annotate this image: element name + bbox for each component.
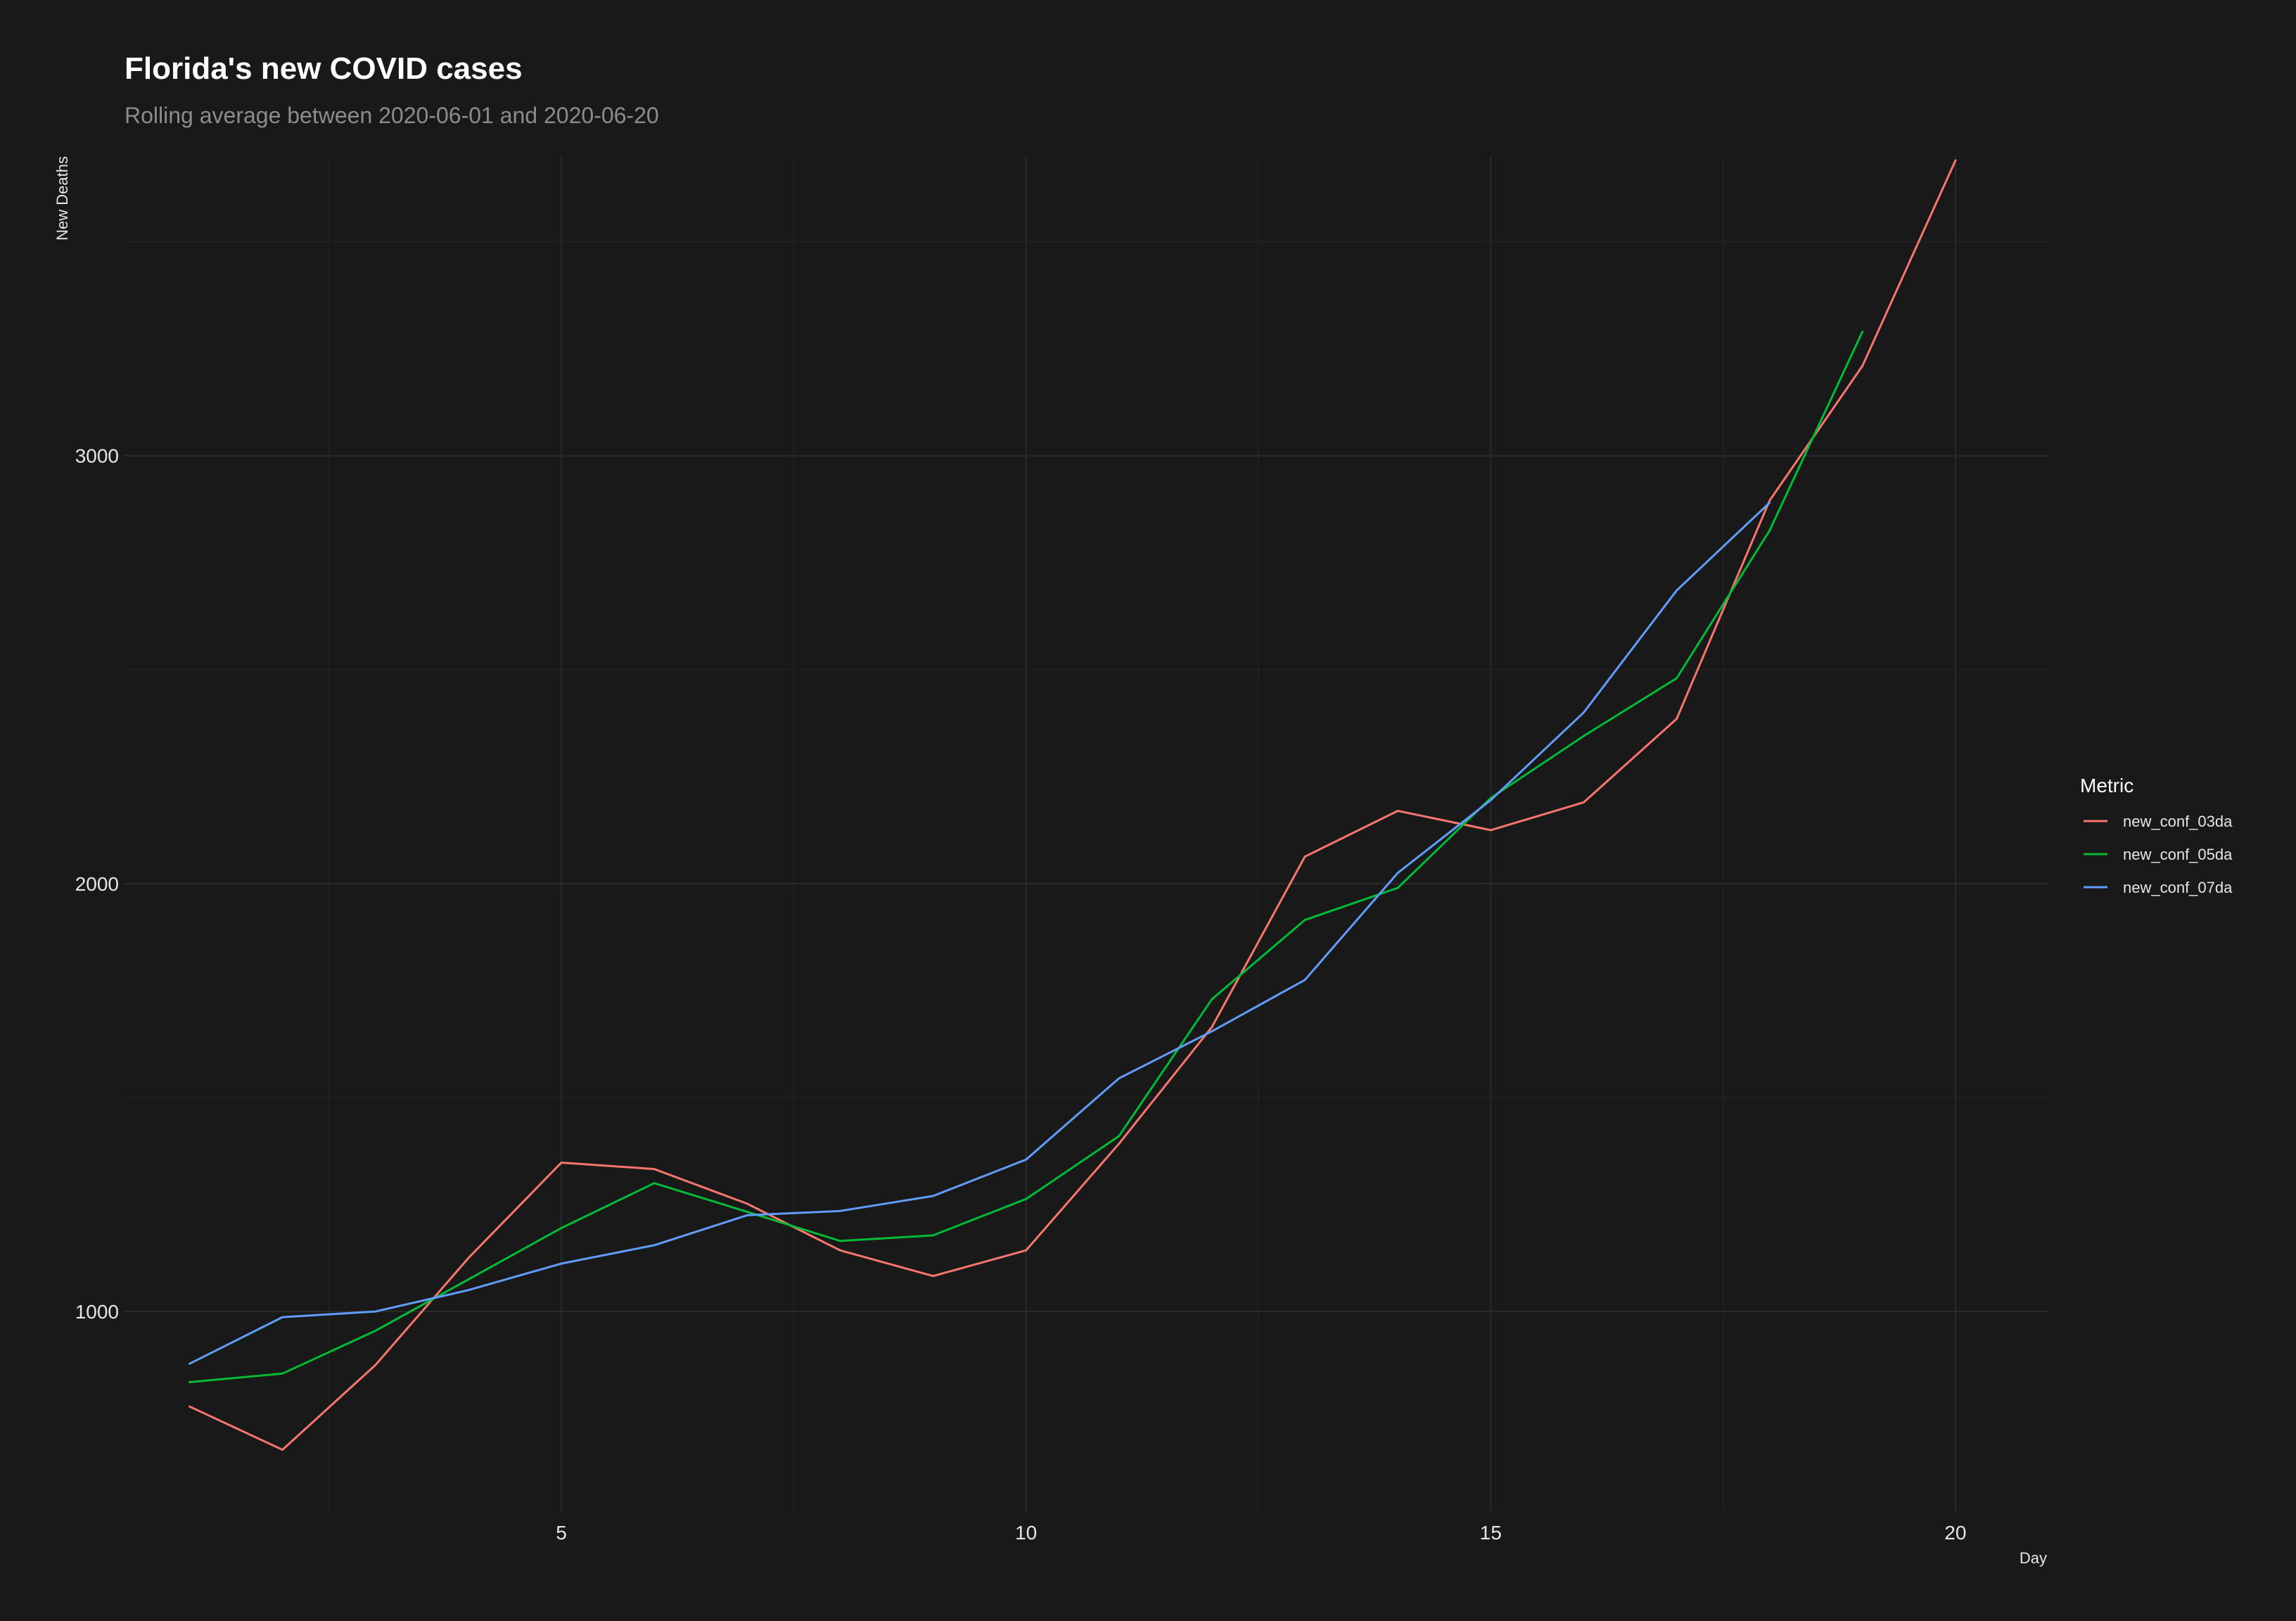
- legend-item: new_conf_07da: [2084, 879, 2233, 896]
- x-axis-title: Day: [2020, 1549, 2047, 1567]
- grid: [125, 156, 2048, 1513]
- series-line-new-conf-03da: [189, 159, 1957, 1451]
- y-tick-label: 3000: [75, 445, 119, 467]
- series-line-new-conf-05da: [189, 330, 1864, 1383]
- legend-label: new_conf_03da: [2123, 813, 2233, 830]
- legend-items: new_conf_03da new_conf_05da new_conf_07da: [2084, 813, 2233, 896]
- legend-label: new_conf_05da: [2123, 846, 2233, 863]
- x-tick-label: 20: [1944, 1522, 1966, 1544]
- y-axis-title: New Deaths: [53, 156, 71, 241]
- x-axis-ticks: 5 10 15 20: [556, 1522, 1966, 1544]
- series-line-new-conf-07da: [189, 502, 1771, 1365]
- y-tick-label: 1000: [75, 1301, 119, 1323]
- y-axis-ticks: 1000 2000 3000: [75, 445, 119, 1323]
- chart-subtitle: Rolling average between 2020-06-01 and 2…: [125, 103, 659, 128]
- x-tick-label: 10: [1015, 1522, 1037, 1544]
- legend-item: new_conf_05da: [2084, 846, 2233, 863]
- series-lines: [189, 159, 1957, 1451]
- y-tick-label: 2000: [75, 873, 119, 895]
- legend: Metric new_conf_03danew_conf_05danew_con…: [2080, 775, 2233, 896]
- legend-title: Metric: [2080, 775, 2134, 796]
- legend-label: new_conf_07da: [2123, 879, 2233, 896]
- x-tick-label: 5: [556, 1522, 567, 1544]
- legend-item: new_conf_03da: [2084, 813, 2233, 830]
- x-tick-label: 15: [1480, 1522, 1502, 1544]
- chart-title: Florida's new COVID cases: [125, 51, 523, 86]
